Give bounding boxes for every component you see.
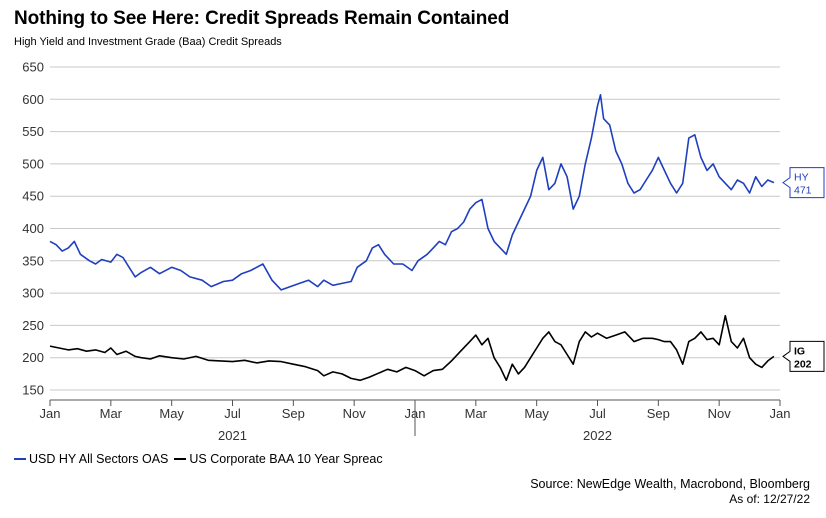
as-of-note: As of: 12/27/22 <box>729 492 810 506</box>
y-tick-label-300: 300 <box>22 286 44 301</box>
legend-label-ig: US Corporate BAA 10 Year Spreac <box>189 452 383 466</box>
end-label-box-hy <box>782 167 825 199</box>
x-tick-label-12: Jan <box>770 406 791 421</box>
y-tick-label-200: 200 <box>22 350 44 365</box>
source-note: Source: NewEdge Wealth, Macrobond, Bloom… <box>530 477 810 491</box>
x-tick-label-0: Jan <box>40 406 61 421</box>
x-tick-label-2: May <box>159 406 184 421</box>
y-tick-label-400: 400 <box>22 221 44 236</box>
series-line-ig <box>49 314 775 382</box>
y-tick-label-650: 650 <box>22 60 44 75</box>
x-tick-label-11: Nov <box>708 406 732 421</box>
x-tick-label-10: Sep <box>647 406 670 421</box>
y-tick-label-250: 250 <box>22 318 44 333</box>
y-tick-label-350: 350 <box>22 253 44 268</box>
y-tick-label-150: 150 <box>22 383 44 398</box>
chart-subtitle: High Yield and Investment Grade (Baa) Cr… <box>14 36 282 48</box>
end-label-value-ig: 202 <box>794 358 812 370</box>
legend-item-hy: USD HY All Sectors OAS <box>14 452 168 466</box>
end-label-box-ig <box>782 340 825 372</box>
y-tick-label-450: 450 <box>22 189 44 204</box>
legend-swatch-hy <box>14 458 26 460</box>
end-label-value-hy: 471 <box>794 185 812 197</box>
x-tick-label-4: Sep <box>282 406 305 421</box>
end-label-name-ig: IG <box>794 345 805 357</box>
year-label-2022: 2022 <box>583 428 612 443</box>
series-lines <box>49 94 775 382</box>
chart-svg: 150 200 250 300 350 400 450 500 550 600 650 Jan Mar… <box>22 60 825 443</box>
y-axis: 150 200 250 300 350 400 450 500 550 600 650 <box>22 60 44 398</box>
y-tick-label-500: 500 <box>22 156 44 171</box>
end-label-name-hy: HY <box>794 172 809 184</box>
x-tick-label-1: Mar <box>100 406 123 421</box>
year-label-2021: 2021 <box>218 428 247 443</box>
legend-item-ig: US Corporate BAA 10 Year Spreac <box>174 452 383 466</box>
legend: USD HY All Sectors OAS US Corporate BAA … <box>14 452 408 466</box>
x-tick-label-3: Jul <box>224 406 241 421</box>
x-axis: Jan Mar May Jul Sep Nov Jan Mar May Jul Sep Nov Jan2… <box>40 399 791 443</box>
x-tick-label-9: Jul <box>589 406 606 421</box>
y-tick-label-600: 600 <box>22 92 44 107</box>
chart-title: Nothing to See Here: Credit Spreads Rema… <box>14 8 510 29</box>
x-tick-label-7: Mar <box>465 406 488 421</box>
legend-label-hy: USD HY All Sectors OAS <box>29 452 169 466</box>
x-tick-label-5: Nov <box>343 406 367 421</box>
series-line-hy <box>49 94 775 291</box>
y-tick-label-550: 550 <box>22 124 44 139</box>
legend-swatch-ig <box>174 458 187 460</box>
x-tick-label-8: May <box>524 406 549 421</box>
